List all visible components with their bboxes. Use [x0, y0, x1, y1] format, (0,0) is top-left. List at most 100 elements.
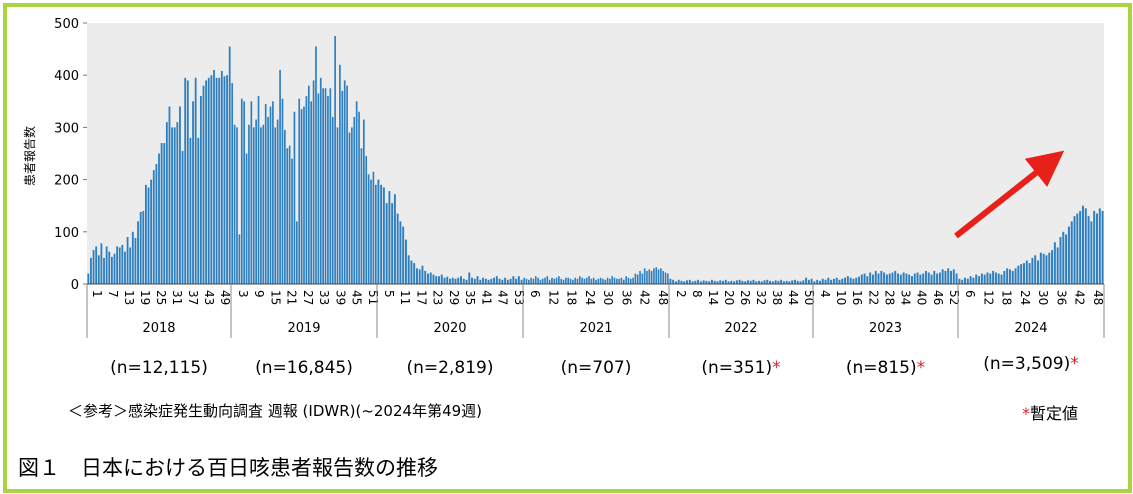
bar — [613, 277, 616, 284]
bar — [365, 156, 368, 284]
bar — [585, 277, 588, 284]
bar — [1056, 247, 1059, 284]
bar — [493, 277, 496, 284]
x-tick-label: 46 — [931, 290, 945, 305]
y-tick-label: 500 — [54, 17, 79, 32]
bar — [418, 269, 421, 284]
bar — [902, 272, 905, 284]
bar — [121, 244, 124, 284]
bar — [662, 270, 665, 284]
bar — [660, 268, 662, 284]
year-total-label: (n=12,115) — [110, 358, 208, 378]
x-tick-label: 20 — [722, 290, 736, 305]
bar — [702, 280, 705, 284]
bar — [955, 273, 958, 284]
x-tick-label: 4 — [818, 290, 832, 298]
provisional-text: 暫定値 — [1030, 404, 1079, 423]
bar — [487, 279, 490, 284]
bar — [274, 127, 277, 285]
bar — [880, 270, 883, 284]
bar — [1073, 216, 1076, 284]
bar — [281, 98, 284, 284]
source-note: ＜参考＞感染症発生動向調査 週報 (IDWR)(~2024年第49週) — [68, 402, 483, 420]
year-label: 2021 — [579, 321, 612, 336]
bar — [852, 278, 855, 284]
bar — [134, 238, 137, 284]
x-tick-label: 27 — [301, 290, 315, 305]
bar — [255, 119, 257, 284]
bar — [307, 85, 310, 284]
x-tick-label: 7 — [106, 290, 120, 298]
y-tick-label: 200 — [54, 174, 79, 189]
bar — [341, 90, 344, 284]
x-tick-label: 36 — [1054, 290, 1068, 305]
bar — [248, 124, 250, 284]
bar — [562, 279, 565, 284]
bar — [592, 277, 595, 284]
bar — [821, 278, 824, 284]
bar — [482, 277, 485, 284]
bar — [525, 278, 528, 284]
bar — [1039, 252, 1042, 284]
bar — [95, 246, 98, 284]
bar — [509, 278, 512, 284]
bar — [799, 281, 802, 284]
bar — [100, 243, 103, 284]
x-tick-label: 39 — [333, 290, 347, 305]
figure-frame — [3, 3, 1132, 493]
bar — [539, 279, 542, 284]
bar — [449, 278, 451, 284]
x-tick-label: 18 — [565, 290, 579, 305]
bar — [913, 273, 916, 284]
bar — [669, 278, 672, 284]
bar — [179, 106, 181, 285]
bar — [432, 274, 435, 284]
bar — [966, 278, 969, 284]
bar — [113, 253, 116, 284]
x-tick-label: 18 — [1000, 290, 1014, 305]
bar — [874, 270, 877, 284]
bar — [897, 273, 900, 284]
bar — [830, 279, 833, 284]
y-tick-label: 400 — [54, 69, 79, 84]
bar — [952, 269, 955, 284]
bar — [819, 280, 821, 284]
x-tick-label: 26 — [738, 290, 752, 305]
bar — [351, 127, 353, 285]
x-tick-label: 1 — [90, 290, 104, 298]
bar — [194, 77, 197, 284]
x-tick-label: 35 — [463, 290, 477, 305]
bar — [223, 76, 226, 285]
x-tick-label: 25 — [154, 290, 168, 305]
bar — [1084, 208, 1087, 284]
x-tick-label: 34 — [899, 290, 913, 305]
x-tick-label: 30 — [601, 290, 615, 305]
bar — [766, 279, 769, 284]
bar — [625, 276, 627, 284]
bar — [317, 93, 320, 284]
bar — [780, 279, 783, 284]
bar — [1081, 205, 1084, 284]
bar — [353, 116, 356, 285]
bar — [639, 270, 641, 284]
bar — [746, 280, 749, 284]
bar — [816, 279, 819, 284]
bar — [760, 281, 763, 284]
bar — [1059, 237, 1062, 284]
bar — [336, 127, 339, 285]
bar — [611, 276, 614, 284]
bar — [1017, 265, 1020, 284]
bar — [537, 277, 539, 284]
bar — [655, 267, 658, 284]
x-tick-label: 28 — [882, 290, 896, 305]
x-tick-label: 49 — [218, 290, 232, 305]
bar — [238, 234, 241, 284]
y-tick-label: 100 — [54, 226, 79, 241]
bar — [1062, 231, 1065, 284]
bar — [295, 221, 298, 284]
x-tick-label: 9 — [252, 290, 266, 298]
bar — [567, 277, 569, 284]
bar — [860, 274, 863, 284]
x-tick-label: 6 — [528, 290, 542, 298]
bar — [641, 273, 644, 284]
